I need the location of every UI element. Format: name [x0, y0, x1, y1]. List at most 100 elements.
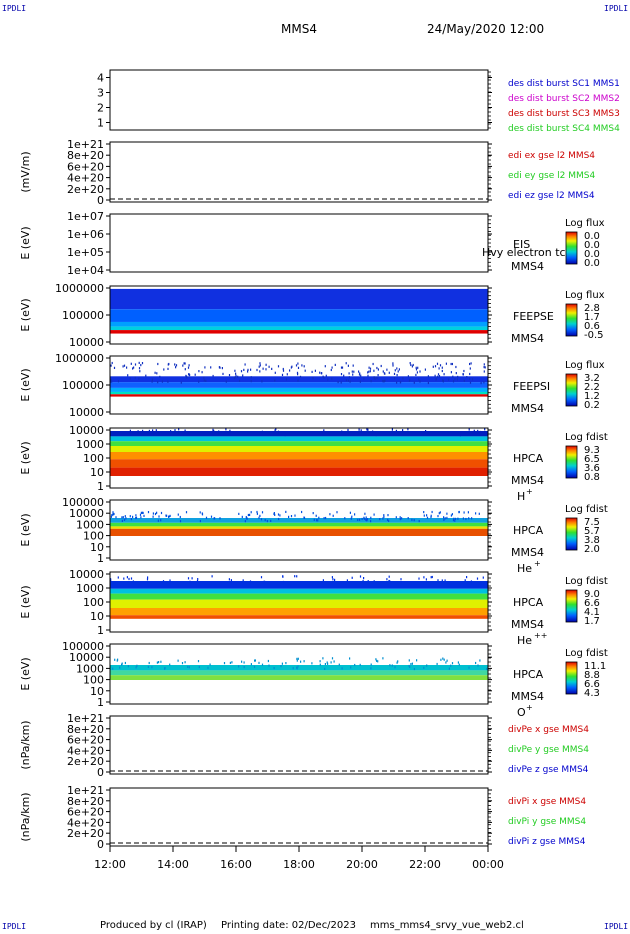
spacecraft-label: MMS4 [511, 260, 544, 273]
y-tick-label: 3 [97, 87, 104, 100]
colorbar-tick-label: -0.5 [584, 330, 604, 341]
footer-produced-by: Produced by cl (IRAP) [100, 920, 207, 931]
y-axis-label: (nPa/km) [19, 720, 32, 769]
y-tick-label: 1 [97, 624, 104, 637]
species-charge: ++ [534, 631, 547, 640]
colorbar [565, 517, 578, 551]
time-tick-label: 18:00 [283, 858, 315, 871]
legend-entry: divPi x gse MMS4 [508, 797, 586, 807]
y-tick-label: 1e+05 [67, 246, 104, 259]
y-tick-label: 2e+20 [67, 183, 104, 196]
y-tick-label: 1 [97, 696, 104, 709]
legend-entry: divPi y gse MMS4 [508, 817, 586, 827]
colorbar-title: Log fdist [565, 576, 608, 587]
colorbar [565, 661, 578, 695]
y-tick-label: 6e+20 [67, 160, 104, 173]
spacecraft-label: MMS4 [511, 402, 544, 415]
colorbar [565, 445, 578, 479]
time-tick-label: 16:00 [220, 858, 252, 871]
datetime-title: 24/May/2020 12:00 [427, 22, 545, 36]
panel-frame [109, 715, 489, 775]
spacecraft-label: MMS4 [511, 546, 544, 559]
colorbar-tick-label: 9.3 [584, 445, 600, 456]
colorbar-tick-label: 6.6 [584, 679, 600, 690]
y-tick-label: 1e+07 [67, 210, 104, 223]
y-tick-label: 8e+20 [67, 149, 104, 162]
legend-entry: divPe z gse MMS4 [508, 765, 589, 775]
colorbar-tick-label: 0.8 [584, 472, 600, 483]
y-axis-label: E (eV) [19, 298, 32, 331]
panel-frame [109, 141, 489, 203]
colorbar-tick-label: 0.0 [584, 258, 600, 269]
legend-entry: des dist burst SC4 MMS4 [508, 124, 620, 134]
y-tick-label: 1e+06 [67, 228, 104, 241]
y-tick-label: 1000 [76, 582, 104, 595]
colorbar-tick-label: 1.7 [584, 616, 600, 627]
y-tick-label: 1000 [76, 518, 104, 531]
colorbar-tick-label: 8.8 [584, 670, 600, 681]
colorbar-tick-label: 0.2 [584, 400, 600, 411]
instrument-label: FEEPSE [513, 310, 554, 323]
y-tick-label: 4e+20 [67, 172, 104, 185]
instrument-label: FEEPSI [513, 380, 550, 393]
corner-mark-top-left: IPDLI [2, 4, 27, 13]
y-tick-label: 10000 [69, 568, 104, 581]
y-axis-label: E (eV) [19, 513, 32, 546]
y-axis-label: E (eV) [19, 657, 32, 690]
y-tick-label: 10 [90, 466, 104, 479]
y-tick-label: 100000 [62, 379, 104, 392]
colorbar-tick-label: 5.7 [584, 526, 600, 537]
footer-filename: mms_mms4_srvy_vue_web2.cl [370, 920, 524, 931]
y-axis-label: (nPa/km) [19, 792, 32, 841]
y-tick-label: 10000 [69, 336, 104, 349]
y-axis-label: E (eV) [19, 441, 32, 474]
colorbar-tick-label: 0.0 [584, 249, 600, 260]
y-tick-label: 100000 [62, 640, 104, 653]
y-tick-label: 1e+21 [67, 784, 104, 797]
y-tick-label: 0 [97, 194, 104, 207]
colorbar-tick-label: 0.0 [584, 240, 600, 251]
extra-label: Hvy electron tc [482, 246, 566, 259]
colorbar-tick-label: 6.5 [584, 454, 600, 465]
y-tick-label: 10000 [69, 424, 104, 437]
y-tick-label: 1 [97, 117, 104, 130]
species-label: He [517, 562, 532, 575]
species-label: O [517, 706, 526, 719]
instrument-label: HPCA [513, 668, 544, 681]
panel-p5: 10000 100000 1000000 E (eV) FEEPSI MMS4 Log fl… [19, 352, 605, 419]
y-tick-label: 10 [90, 541, 104, 554]
y-tick-label: 8e+20 [67, 723, 104, 736]
colorbar-tick-label: 3.2 [584, 373, 600, 384]
legend-entry: divPi z gse MMS4 [508, 837, 586, 847]
colorbar-tick-label: 2.0 [584, 544, 600, 555]
y-tick-label: 10 [90, 685, 104, 698]
legend-entry: divPe y gse MMS4 [508, 745, 589, 755]
spacecraft-label: MMS4 [511, 332, 544, 345]
legend-entry: edi ez gse l2 MMS4 [508, 191, 595, 201]
spacecraft-label: MMS4 [511, 618, 544, 631]
colorbar-tick-label: 9.0 [584, 589, 600, 600]
colorbar-tick-label: 3.6 [584, 463, 600, 474]
y-tick-label: 1000000 [55, 282, 104, 295]
colorbar-tick-label: 7.5 [584, 517, 600, 528]
time-tick-label: 12:00 [94, 858, 126, 871]
y-tick-label: 1e+04 [67, 264, 104, 277]
panel-p1: 1 2 3 4 des dist burst SC1 MMS1 des dist burs… [97, 69, 620, 134]
colorbar-title: Log flux [565, 360, 605, 371]
colorbar [565, 303, 578, 337]
y-tick-label: 1000 [76, 438, 104, 451]
y-tick-label: 4 [97, 72, 104, 85]
panel-frame [109, 787, 489, 847]
legend-entry: des dist burst SC1 MMS1 [508, 79, 620, 89]
colorbar-tick-label: 2.2 [584, 382, 600, 393]
y-tick-label: 10000 [69, 507, 104, 520]
